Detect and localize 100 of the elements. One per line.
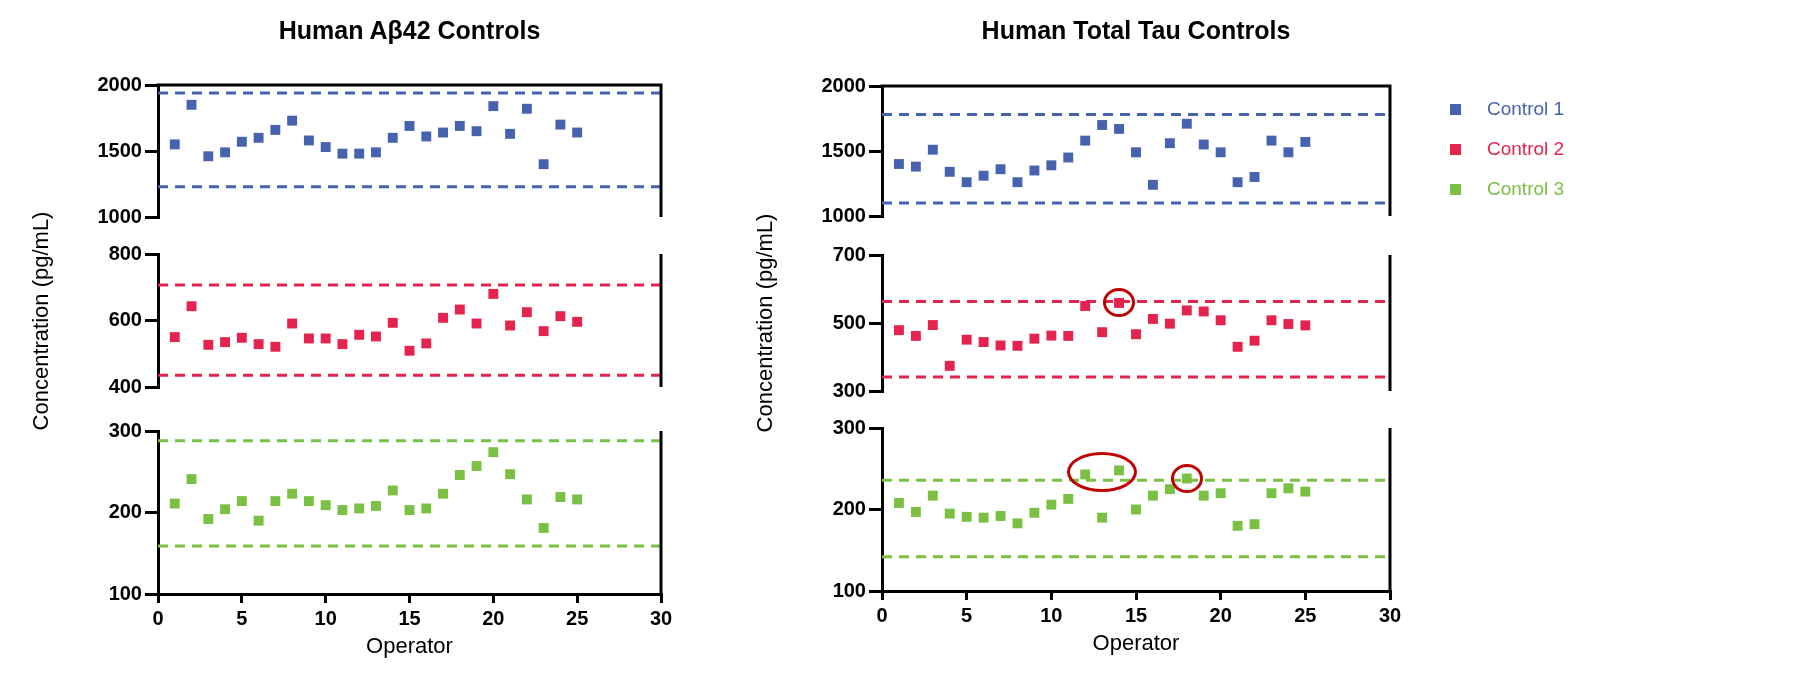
point xyxy=(488,447,499,458)
point xyxy=(978,337,989,347)
x-tick-label: 25 xyxy=(1294,603,1317,626)
point xyxy=(1114,465,1125,476)
point xyxy=(1147,179,1158,190)
point xyxy=(1283,147,1294,158)
point xyxy=(438,127,448,138)
point xyxy=(421,503,432,514)
chart-title: Human Aβ42 Controls xyxy=(278,16,541,45)
point xyxy=(169,332,180,343)
point xyxy=(893,498,904,508)
point xyxy=(320,142,331,152)
point xyxy=(978,512,989,523)
point xyxy=(927,320,938,330)
point xyxy=(1300,136,1311,147)
point xyxy=(910,507,921,517)
point xyxy=(454,470,465,480)
point xyxy=(1063,493,1074,504)
y-tick-label: 2000 xyxy=(97,72,142,95)
x-tick-label: 30 xyxy=(1378,603,1402,626)
point xyxy=(1097,120,1108,130)
point xyxy=(944,166,955,177)
point xyxy=(1046,330,1057,341)
x-tick-label: 0 xyxy=(152,606,164,629)
y-axis-title: Concentration (pg/mL) xyxy=(28,211,54,430)
point xyxy=(1080,469,1091,480)
point xyxy=(169,139,180,150)
point xyxy=(1131,504,1141,515)
point xyxy=(538,523,549,533)
point xyxy=(521,307,532,318)
point xyxy=(555,492,566,502)
point xyxy=(1029,507,1040,518)
point xyxy=(1114,123,1125,134)
point xyxy=(1266,315,1277,326)
y-tick-label: 800 xyxy=(108,241,142,264)
y-tick-label: 100 xyxy=(832,578,866,601)
point xyxy=(1063,330,1074,341)
x-tick-label: 15 xyxy=(398,606,421,629)
point xyxy=(995,511,1006,521)
point xyxy=(893,325,904,336)
x-tick-label: 0 xyxy=(876,603,888,626)
point xyxy=(1164,318,1175,329)
point xyxy=(454,304,465,315)
point xyxy=(186,474,197,485)
point xyxy=(236,496,247,507)
point xyxy=(320,333,331,344)
point xyxy=(287,318,298,329)
point xyxy=(1181,118,1192,129)
point xyxy=(236,136,247,147)
point xyxy=(1283,319,1294,329)
legend-label: Control 1 xyxy=(1487,98,1565,120)
x-tick-label: 20 xyxy=(482,606,505,629)
point xyxy=(488,101,499,112)
point xyxy=(1266,488,1277,499)
point xyxy=(538,326,549,337)
y-tick-label: 600 xyxy=(108,308,142,331)
point xyxy=(1147,490,1158,501)
point xyxy=(1164,484,1175,495)
x-tick-label: 20 xyxy=(1209,603,1232,626)
point xyxy=(961,177,972,188)
point xyxy=(337,505,348,516)
x-axis-title: Operator xyxy=(366,632,453,658)
legend-label: Control 2 xyxy=(1487,138,1565,160)
point xyxy=(1198,139,1209,150)
point xyxy=(203,514,214,524)
y-tick-label: 1000 xyxy=(821,203,866,226)
point xyxy=(471,461,482,471)
chart-title: Human Total Tau Controls xyxy=(981,16,1291,45)
point xyxy=(1012,518,1023,529)
x-tick-label: 10 xyxy=(314,606,337,629)
point xyxy=(253,515,264,526)
point xyxy=(203,339,214,350)
point xyxy=(438,312,448,323)
point xyxy=(927,144,938,155)
point xyxy=(320,500,331,511)
point xyxy=(387,317,398,328)
point xyxy=(555,119,566,130)
point xyxy=(1266,135,1277,146)
y-tick-label: 100 xyxy=(108,581,142,604)
point xyxy=(253,339,264,350)
point xyxy=(1232,341,1243,352)
point xyxy=(387,485,398,496)
y-tick-label: 200 xyxy=(832,497,866,520)
point xyxy=(270,341,281,352)
point xyxy=(995,164,1006,175)
point xyxy=(253,132,264,143)
point xyxy=(1012,177,1023,188)
point xyxy=(1029,333,1040,344)
y-axis-title: Concentration (pg/mL) xyxy=(752,213,778,433)
point xyxy=(169,498,180,509)
point xyxy=(354,329,365,340)
x-tick-label: 15 xyxy=(1124,603,1148,626)
x-tick-label: 30 xyxy=(649,606,673,629)
point xyxy=(521,494,532,505)
point xyxy=(186,99,197,110)
point xyxy=(1147,313,1158,324)
point xyxy=(220,504,231,515)
point xyxy=(1232,177,1243,188)
point xyxy=(270,496,281,507)
point xyxy=(387,132,398,143)
